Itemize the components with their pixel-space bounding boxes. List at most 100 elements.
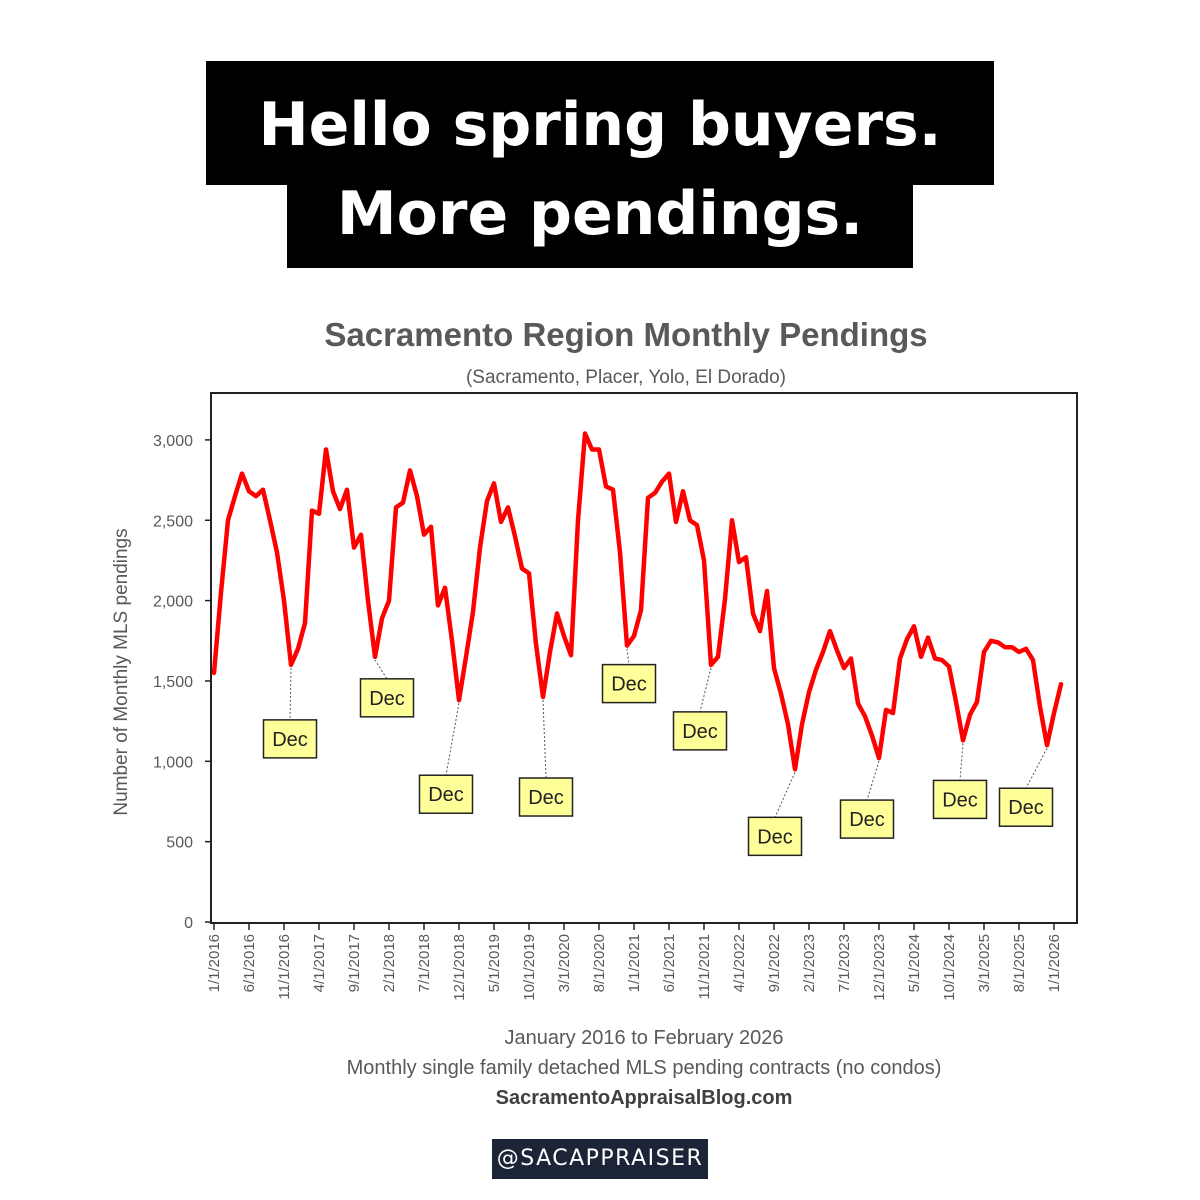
- data-point: [401, 500, 405, 505]
- dec-callout-label: Dec: [1008, 797, 1044, 819]
- data-point: [758, 629, 762, 633]
- data-point: [877, 756, 881, 760]
- dec-callout-leader: [959, 743, 964, 781]
- data-point: [233, 494, 237, 498]
- dec-callout-box: [359, 678, 415, 718]
- data-point: [345, 487, 349, 492]
- x-tick-label: 4/1/2017: [311, 934, 328, 992]
- x-tick-label: 6/1/2016: [241, 934, 258, 992]
- data-point: [611, 487, 615, 492]
- data-point: [807, 690, 811, 694]
- chart-title: Sacramento Region Monthly Pendings: [324, 316, 927, 353]
- data-point: [373, 655, 377, 659]
- data-point: [975, 700, 979, 704]
- data-point: [212, 671, 216, 675]
- x-tick-label: 1/1/2016: [206, 934, 223, 992]
- data-point: [646, 496, 650, 500]
- data-point: [429, 524, 433, 529]
- dec-callout-leader: [542, 700, 547, 779]
- data-point: [800, 722, 804, 727]
- data-point: [289, 663, 293, 667]
- data-point: [674, 520, 678, 524]
- y-axis-label: Number of Monthly MLS pendings: [111, 528, 132, 815]
- data-point: [898, 656, 902, 661]
- data-point: [723, 597, 727, 601]
- data-point: [366, 598, 370, 603]
- data-point: [835, 648, 839, 653]
- data-point: [268, 518, 272, 523]
- data-point: [569, 653, 573, 657]
- data-point: [1010, 645, 1014, 649]
- series-line: [211, 431, 1064, 772]
- data-point: [555, 611, 559, 616]
- dec-callout-box: [672, 711, 728, 751]
- data-point: [604, 484, 608, 489]
- dec-callout-box: [418, 774, 474, 814]
- x-tick-label: 12/1/2023: [871, 934, 888, 1001]
- x-tick-label: 11/1/2021: [696, 934, 713, 1000]
- x-tick-label: 2/1/2018: [381, 934, 398, 992]
- x-tick-label: 3/1/2025: [976, 934, 993, 992]
- y-tick-label: 0: [184, 915, 193, 932]
- data-point: [240, 471, 244, 476]
- data-point: [751, 611, 755, 616]
- dec-callout-label: Dec: [849, 809, 885, 831]
- plot-area: [210, 392, 1078, 924]
- data-point: [1003, 645, 1007, 649]
- data-point: [513, 534, 517, 539]
- headline-line-1: Hello spring buyers.: [206, 61, 994, 185]
- data-point: [905, 637, 909, 641]
- data-point: [394, 505, 398, 510]
- data-point: [457, 698, 461, 702]
- x-tick-label: 7/1/2018: [416, 934, 433, 992]
- data-point: [912, 624, 916, 629]
- data-point: [618, 550, 622, 555]
- data-point: [226, 518, 230, 523]
- data-point: [891, 711, 895, 715]
- data-point: [247, 489, 251, 494]
- social-handle-badge: @SACAPPRAISER: [492, 1139, 708, 1179]
- data-point: [450, 639, 454, 643]
- data-point: [660, 479, 664, 484]
- data-point: [254, 494, 258, 498]
- chart-footnote: Monthly single family detached MLS pendi…: [347, 1057, 942, 1079]
- data-point: [436, 603, 440, 608]
- x-tick-label: 8/1/2020: [591, 934, 608, 992]
- x-axis-label: January 2016 to February 2026: [504, 1027, 783, 1049]
- x-tick-label: 2/1/2023: [801, 934, 818, 992]
- data-point: [331, 489, 335, 494]
- dec-callout-leader: [626, 648, 630, 665]
- data-point: [1017, 650, 1021, 654]
- data-point: [415, 494, 419, 498]
- data-point: [933, 656, 937, 661]
- data-point: [870, 733, 874, 738]
- y-tick-label: 2,000: [153, 594, 193, 611]
- data-point: [485, 499, 489, 503]
- data-point: [919, 655, 923, 659]
- data-point: [625, 643, 629, 648]
- x-tick-label: 4/1/2022: [731, 934, 748, 992]
- x-tick-label: 6/1/2021: [661, 934, 678, 992]
- pendings-line-chart: Sacramento Region Monthly Pendings (Sacr…: [111, 316, 1078, 1109]
- data-point: [982, 650, 986, 654]
- dec-callout-leader: [445, 703, 460, 776]
- x-tick-label: 9/1/2022: [766, 934, 783, 992]
- data-point: [639, 608, 643, 612]
- dec-callout-label: Dec: [428, 784, 464, 806]
- data-point: [380, 616, 384, 621]
- headline-line-2: More pendings.: [287, 178, 913, 268]
- data-point: [961, 738, 965, 743]
- data-point: [814, 667, 818, 672]
- data-point: [653, 491, 657, 495]
- data-point: [590, 447, 594, 452]
- data-point: [527, 571, 531, 576]
- data-point: [716, 655, 720, 659]
- dec-callout-label: Dec: [272, 729, 308, 751]
- x-tick-label: 7/1/2023: [836, 934, 853, 992]
- data-point: [828, 629, 832, 633]
- data-point: [779, 692, 783, 696]
- dec-callout-leader: [289, 667, 292, 720]
- data-point: [282, 598, 286, 603]
- data-point: [576, 518, 580, 523]
- data-point: [709, 663, 713, 667]
